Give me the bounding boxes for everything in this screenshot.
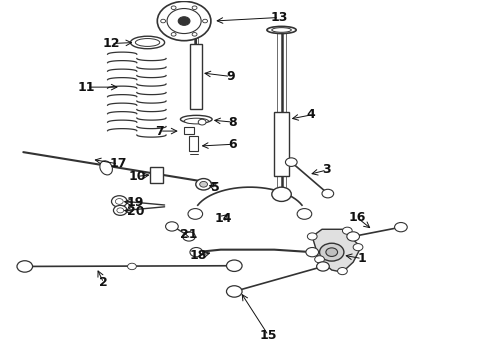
Circle shape	[178, 17, 190, 25]
Text: 8: 8	[228, 116, 237, 129]
Text: 13: 13	[270, 11, 288, 24]
FancyBboxPatch shape	[190, 136, 198, 151]
Circle shape	[171, 6, 176, 9]
Ellipse shape	[184, 118, 208, 124]
Polygon shape	[312, 229, 361, 272]
Circle shape	[317, 262, 329, 271]
Text: 2: 2	[99, 276, 108, 289]
Text: 4: 4	[306, 108, 315, 121]
Text: 15: 15	[260, 329, 277, 342]
Circle shape	[192, 6, 197, 9]
Text: 5: 5	[211, 181, 220, 194]
Circle shape	[315, 256, 324, 263]
Text: 20: 20	[126, 204, 144, 217]
Circle shape	[114, 205, 127, 215]
Circle shape	[353, 244, 363, 251]
Circle shape	[226, 260, 242, 271]
Text: 9: 9	[226, 70, 235, 83]
Circle shape	[157, 1, 211, 41]
Text: 18: 18	[190, 249, 207, 262]
Circle shape	[226, 286, 242, 297]
Circle shape	[161, 19, 166, 23]
Text: 14: 14	[214, 212, 232, 225]
Text: 21: 21	[180, 228, 198, 241]
Circle shape	[17, 261, 32, 272]
FancyBboxPatch shape	[274, 112, 289, 176]
Circle shape	[272, 187, 291, 202]
Text: 12: 12	[102, 37, 120, 50]
Ellipse shape	[130, 36, 165, 49]
Circle shape	[171, 32, 176, 36]
Circle shape	[286, 158, 297, 166]
Circle shape	[319, 243, 344, 261]
Ellipse shape	[135, 39, 160, 46]
Circle shape	[306, 248, 318, 257]
Text: 3: 3	[322, 163, 331, 176]
Circle shape	[326, 248, 338, 256]
Text: 11: 11	[78, 81, 96, 94]
Text: 1: 1	[358, 252, 367, 265]
Circle shape	[196, 179, 211, 190]
Ellipse shape	[272, 28, 291, 32]
Circle shape	[338, 267, 347, 275]
Ellipse shape	[180, 115, 212, 123]
Text: 7: 7	[155, 125, 164, 138]
Ellipse shape	[100, 161, 112, 175]
Circle shape	[190, 248, 202, 257]
Circle shape	[188, 208, 202, 219]
Text: 6: 6	[228, 138, 237, 151]
Circle shape	[167, 9, 201, 33]
Circle shape	[394, 222, 407, 232]
FancyBboxPatch shape	[190, 44, 202, 109]
Circle shape	[322, 189, 334, 198]
Text: 17: 17	[110, 157, 127, 170]
Circle shape	[127, 263, 136, 270]
Circle shape	[112, 196, 127, 207]
Ellipse shape	[267, 26, 296, 33]
Circle shape	[183, 232, 196, 241]
Circle shape	[200, 181, 207, 187]
FancyBboxPatch shape	[149, 167, 163, 183]
Circle shape	[343, 227, 352, 234]
FancyBboxPatch shape	[184, 127, 194, 134]
Circle shape	[166, 222, 178, 231]
Text: 10: 10	[128, 170, 146, 183]
Circle shape	[192, 32, 197, 36]
Circle shape	[202, 19, 207, 23]
Circle shape	[117, 208, 123, 213]
Circle shape	[116, 199, 123, 204]
Text: 16: 16	[348, 211, 366, 224]
Text: 19: 19	[127, 196, 144, 209]
Circle shape	[297, 208, 312, 219]
Circle shape	[347, 232, 360, 241]
Circle shape	[198, 119, 206, 125]
Circle shape	[307, 233, 317, 240]
